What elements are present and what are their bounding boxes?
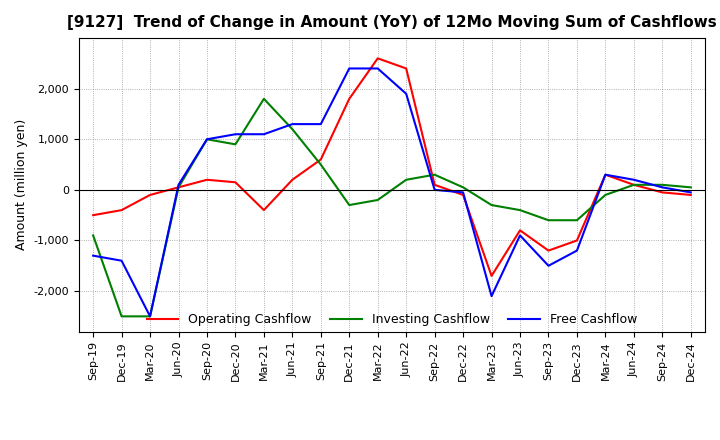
Operating Cashflow (572, 238, 581, 243)
Investing Cashflow (231, 142, 240, 147)
Investing Cashflow (601, 192, 610, 198)
Operating Cashflow (145, 192, 154, 198)
Free Cashflow (288, 121, 297, 127)
Investing Cashflow (89, 233, 97, 238)
Free Cashflow (601, 172, 610, 177)
Free Cashflow (145, 314, 154, 319)
Investing Cashflow (544, 218, 553, 223)
Investing Cashflow (516, 208, 524, 213)
Operating Cashflow (658, 190, 667, 195)
Free Cashflow (544, 263, 553, 268)
Operating Cashflow (117, 208, 126, 213)
Investing Cashflow (658, 182, 667, 187)
Investing Cashflow (629, 182, 638, 187)
Free Cashflow (202, 137, 211, 142)
Free Cashflow (572, 248, 581, 253)
Investing Cashflow (174, 185, 183, 190)
Title: [9127]  Trend of Change in Amount (YoY) of 12Mo Moving Sum of Cashflows: [9127] Trend of Change in Amount (YoY) o… (67, 15, 717, 30)
Operating Cashflow (374, 56, 382, 61)
Line: Investing Cashflow: Investing Cashflow (93, 99, 690, 316)
Free Cashflow (629, 177, 638, 183)
Operating Cashflow (487, 273, 496, 279)
Investing Cashflow (317, 162, 325, 167)
Operating Cashflow (601, 172, 610, 177)
Operating Cashflow (288, 177, 297, 183)
Free Cashflow (345, 66, 354, 71)
Investing Cashflow (686, 185, 695, 190)
Line: Free Cashflow: Free Cashflow (93, 69, 690, 316)
Investing Cashflow (431, 172, 439, 177)
Free Cashflow (231, 132, 240, 137)
Investing Cashflow (572, 218, 581, 223)
Investing Cashflow (459, 185, 467, 190)
Free Cashflow (260, 132, 269, 137)
Investing Cashflow (402, 177, 410, 183)
Free Cashflow (516, 233, 524, 238)
Operating Cashflow (402, 66, 410, 71)
Investing Cashflow (117, 314, 126, 319)
Investing Cashflow (260, 96, 269, 102)
Operating Cashflow (516, 228, 524, 233)
Operating Cashflow (431, 182, 439, 187)
Free Cashflow (117, 258, 126, 264)
Operating Cashflow (345, 96, 354, 102)
Investing Cashflow (288, 127, 297, 132)
Free Cashflow (174, 182, 183, 187)
Operating Cashflow (202, 177, 211, 183)
Line: Operating Cashflow: Operating Cashflow (93, 59, 690, 276)
Investing Cashflow (145, 314, 154, 319)
Free Cashflow (431, 187, 439, 193)
Operating Cashflow (89, 213, 97, 218)
Operating Cashflow (459, 192, 467, 198)
Free Cashflow (374, 66, 382, 71)
Operating Cashflow (629, 182, 638, 187)
Free Cashflow (487, 293, 496, 299)
Operating Cashflow (686, 192, 695, 198)
Y-axis label: Amount (million yen): Amount (million yen) (15, 119, 28, 250)
Investing Cashflow (345, 202, 354, 208)
Operating Cashflow (231, 180, 240, 185)
Investing Cashflow (202, 137, 211, 142)
Legend: Operating Cashflow, Investing Cashflow, Free Cashflow: Operating Cashflow, Investing Cashflow, … (142, 308, 642, 331)
Operating Cashflow (544, 248, 553, 253)
Free Cashflow (658, 185, 667, 190)
Free Cashflow (459, 190, 467, 195)
Operating Cashflow (317, 157, 325, 162)
Investing Cashflow (374, 198, 382, 203)
Operating Cashflow (174, 185, 183, 190)
Free Cashflow (89, 253, 97, 258)
Operating Cashflow (260, 208, 269, 213)
Free Cashflow (686, 190, 695, 195)
Free Cashflow (317, 121, 325, 127)
Investing Cashflow (487, 202, 496, 208)
Free Cashflow (402, 91, 410, 96)
